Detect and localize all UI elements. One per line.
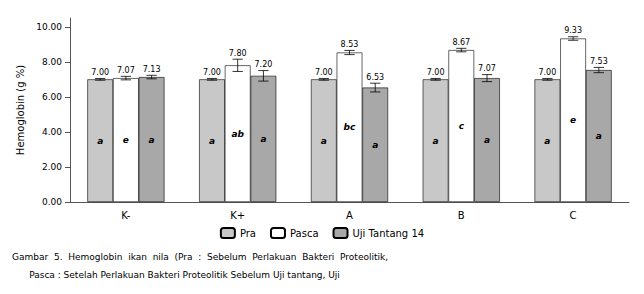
svg-text:8.00: 8.00 xyxy=(42,57,62,67)
svg-text:9.33: 9.33 xyxy=(564,26,582,35)
svg-text:a: a xyxy=(209,136,215,146)
svg-text:7.07: 7.07 xyxy=(117,66,135,75)
svg-text:e: e xyxy=(570,115,576,125)
svg-text:Pra: Pra xyxy=(240,228,256,239)
svg-text:7.00: 7.00 xyxy=(315,68,333,77)
svg-text:Uji Tantang 14: Uji Tantang 14 xyxy=(353,228,425,239)
svg-text:ab: ab xyxy=(231,129,244,139)
svg-text:B: B xyxy=(458,210,465,221)
svg-text:7.00: 7.00 xyxy=(91,68,109,77)
svg-text:7.00: 7.00 xyxy=(427,68,445,77)
svg-text:a: a xyxy=(544,136,550,146)
svg-text:2.00: 2.00 xyxy=(42,162,62,172)
svg-text:e: e xyxy=(123,135,129,145)
svg-text:7.13: 7.13 xyxy=(143,65,161,74)
svg-text:Gambar 5. Hemoglobin ikan: Gambar 5. Hemoglobin ikan nila (Pra : Se… xyxy=(12,252,388,262)
svg-text:Pasca : Setelah Perlakuan Bakt: Pasca : Setelah Perlakuan Bakteri Proteo… xyxy=(12,270,340,280)
svg-text:a: a xyxy=(484,135,490,145)
svg-text:K-: K- xyxy=(121,210,131,221)
svg-text:K+: K+ xyxy=(230,210,245,221)
svg-text:a: a xyxy=(260,134,266,144)
svg-text:8.53: 8.53 xyxy=(341,40,359,49)
svg-text:Hemoglobin (g %): Hemoglobin (g %) xyxy=(15,65,26,155)
svg-text:a: a xyxy=(321,136,327,146)
svg-text:7.20: 7.20 xyxy=(255,60,273,69)
svg-text:a: a xyxy=(97,136,103,146)
svg-text:A: A xyxy=(346,210,353,221)
svg-text:bc: bc xyxy=(344,122,356,132)
svg-text:a: a xyxy=(433,136,439,146)
svg-text:0.00: 0.00 xyxy=(42,197,62,207)
svg-text:7.00: 7.00 xyxy=(538,68,556,77)
svg-text:7.00: 7.00 xyxy=(203,68,221,77)
svg-text:c: c xyxy=(459,121,465,131)
svg-text:7.53: 7.53 xyxy=(590,57,608,66)
svg-text:a: a xyxy=(596,131,602,141)
svg-text:7.07: 7.07 xyxy=(478,64,496,73)
svg-text:Pasca: Pasca xyxy=(290,228,319,239)
svg-text:6.53: 6.53 xyxy=(366,73,384,82)
svg-text:6.00: 6.00 xyxy=(42,92,62,102)
svg-text:7.80: 7.80 xyxy=(229,49,247,58)
svg-text:a: a xyxy=(372,140,378,150)
svg-text:8.67: 8.67 xyxy=(452,38,470,47)
svg-text:C: C xyxy=(570,210,577,221)
svg-text:10.00: 10.00 xyxy=(36,22,62,32)
svg-text:a: a xyxy=(149,135,155,145)
svg-text:4.00: 4.00 xyxy=(42,127,62,137)
